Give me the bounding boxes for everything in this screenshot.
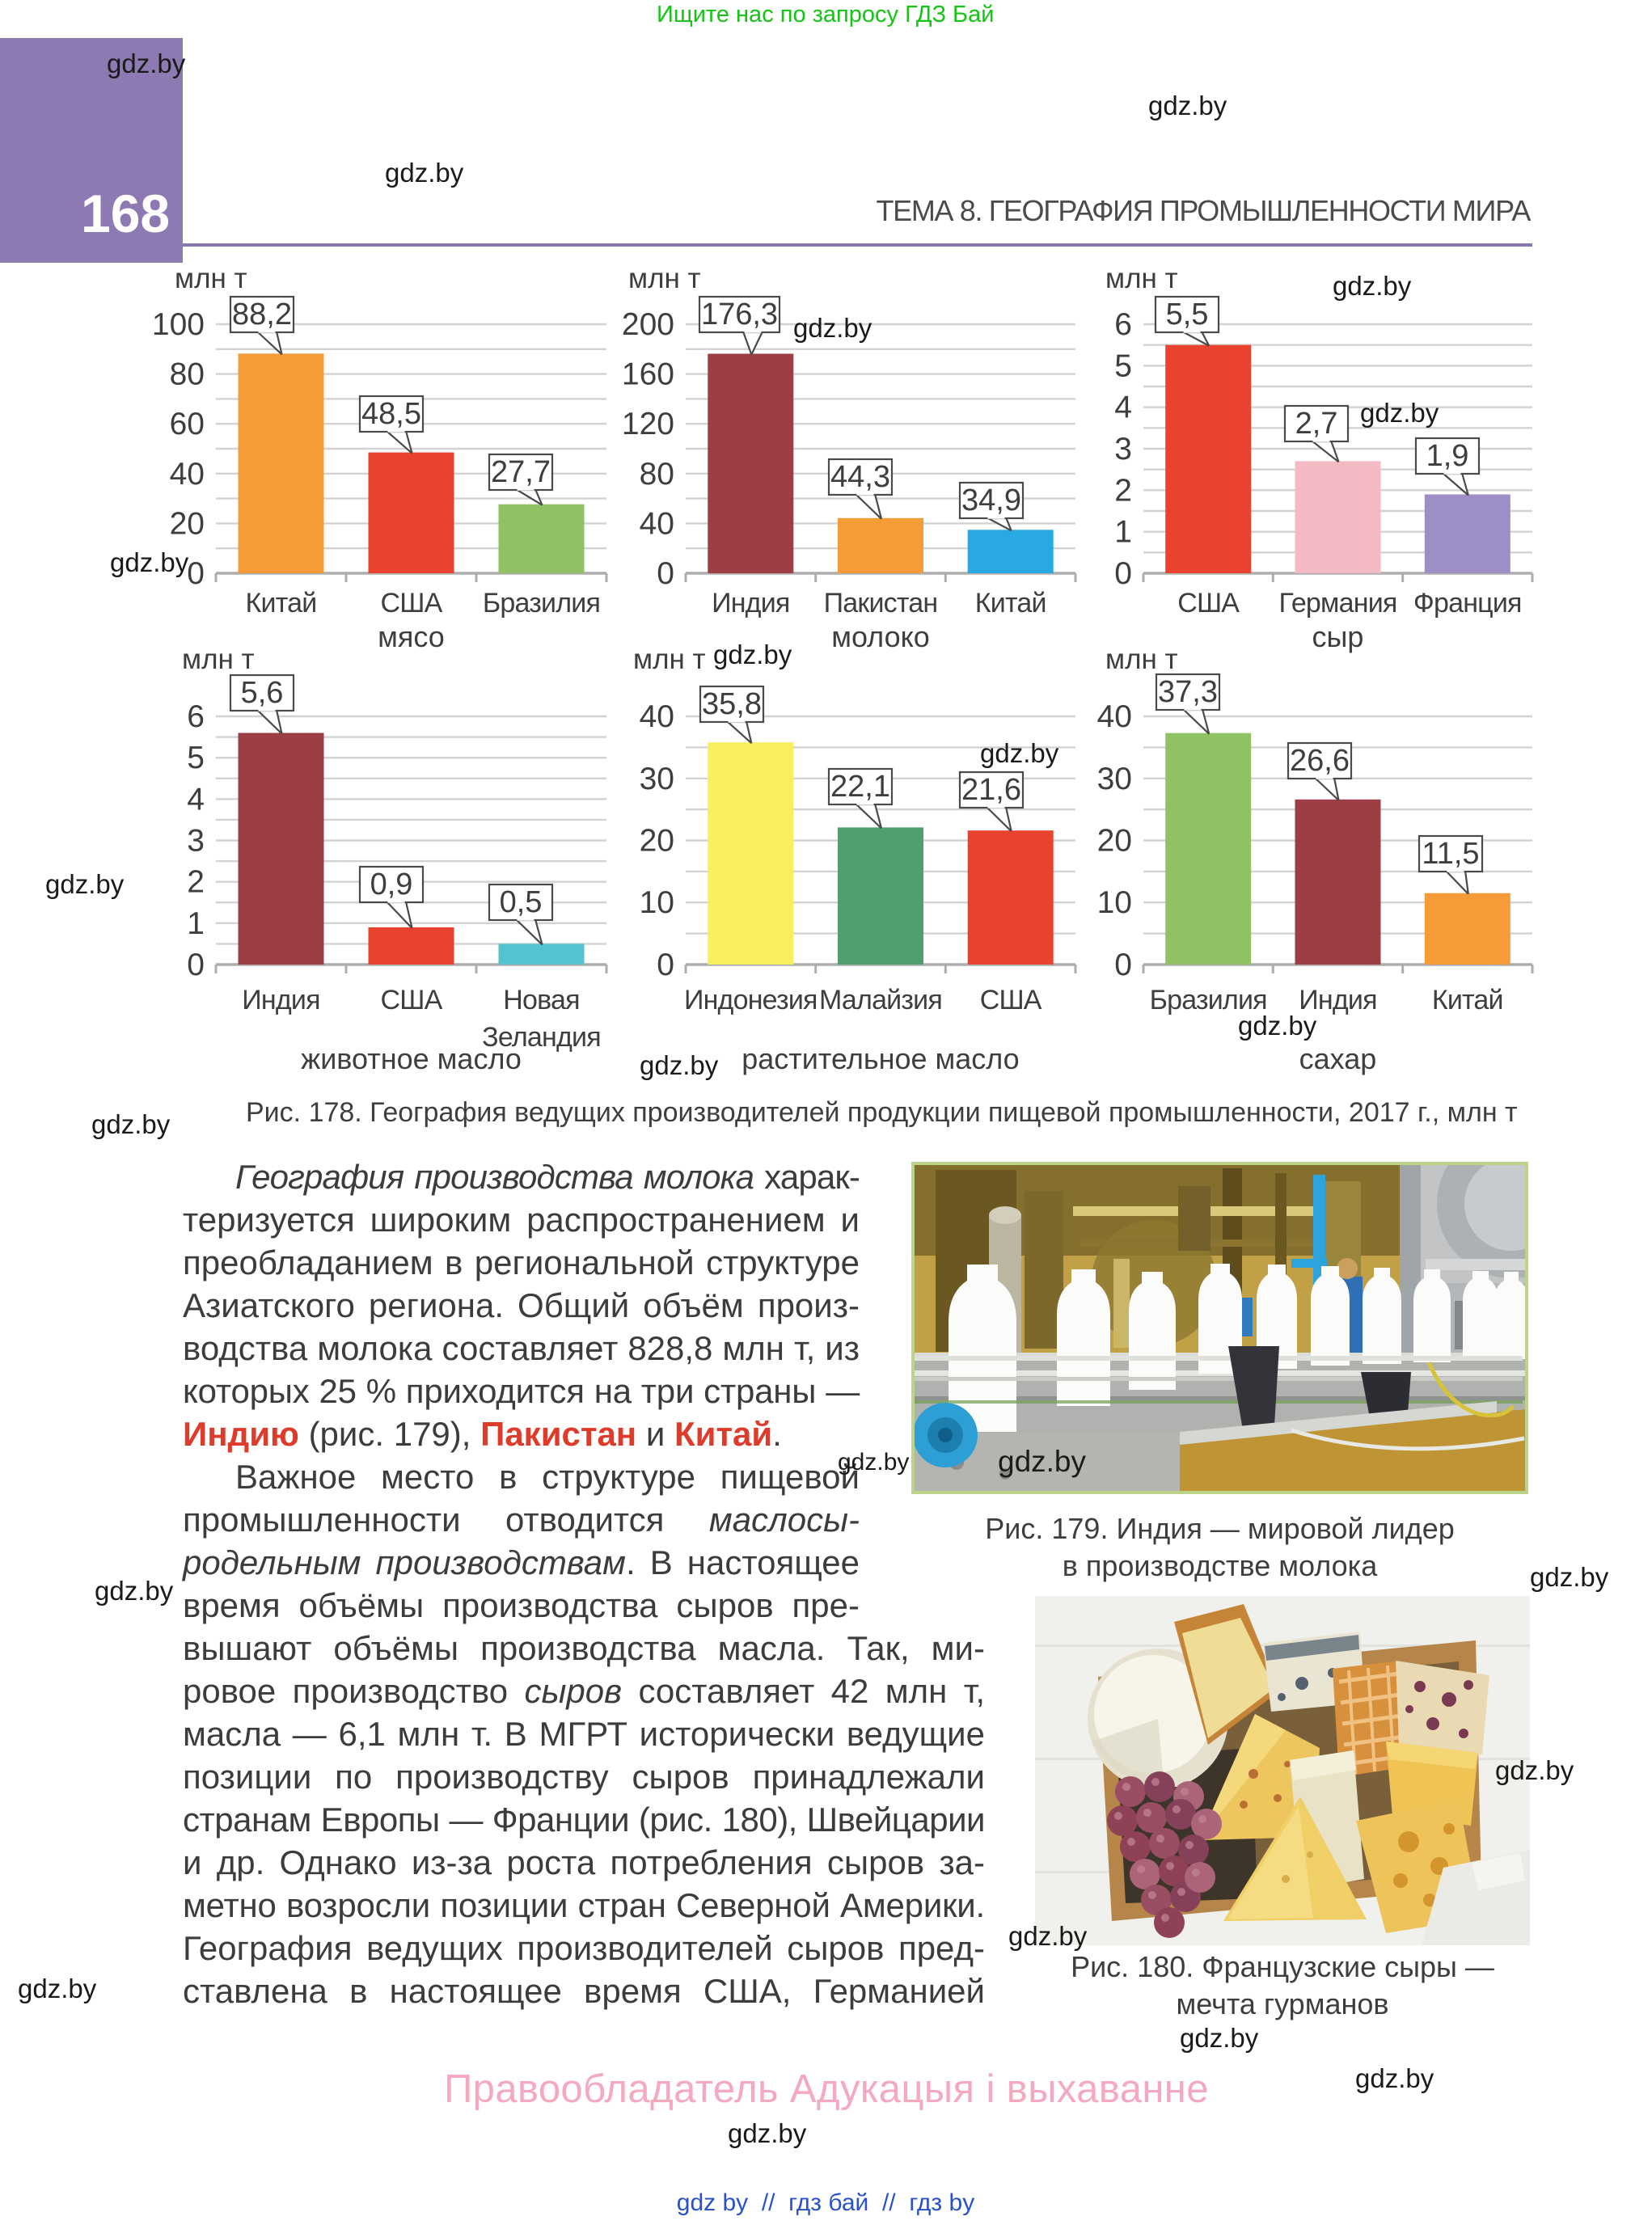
- svg-text:0,9: 0,9: [370, 868, 413, 901]
- svg-text:США: США: [980, 985, 1042, 1015]
- svg-text:Индия: Индия: [1299, 985, 1376, 1015]
- svg-text:5,6: 5,6: [241, 676, 284, 710]
- svg-text:0: 0: [657, 556, 674, 591]
- svg-text:млн т: млн т: [628, 263, 701, 294]
- svg-text:88,2: 88,2: [232, 298, 292, 331]
- svg-text:27,7: 27,7: [491, 455, 551, 489]
- svg-text:160: 160: [622, 357, 674, 392]
- svg-text:Китай: Китай: [246, 588, 317, 619]
- svg-text:30: 30: [1097, 762, 1132, 796]
- svg-text:Бразилия: Бразилия: [483, 588, 600, 619]
- svg-text:молоко: молоко: [831, 620, 930, 653]
- svg-text:0: 0: [1114, 556, 1132, 591]
- svg-text:0: 0: [1114, 948, 1132, 982]
- svg-text:44,3: 44,3: [830, 460, 890, 494]
- svg-text:20: 20: [1097, 824, 1132, 859]
- svg-text:мясо: мясо: [378, 620, 445, 653]
- svg-text:Китай: Китай: [975, 588, 1046, 619]
- svg-text:37,3: 37,3: [1158, 675, 1218, 709]
- svg-text:0: 0: [657, 948, 674, 982]
- svg-text:3: 3: [1114, 432, 1132, 467]
- svg-text:США: США: [381, 588, 443, 619]
- svg-text:22,1: 22,1: [830, 770, 890, 804]
- svg-text:80: 80: [640, 457, 674, 492]
- svg-text:2: 2: [1114, 473, 1132, 508]
- svg-text:35,8: 35,8: [702, 687, 762, 721]
- svg-text:5: 5: [187, 741, 205, 775]
- svg-text:Зеландия: Зеландия: [482, 1022, 601, 1053]
- svg-text:6: 6: [1114, 307, 1132, 342]
- svg-text:5,5: 5,5: [1166, 298, 1209, 331]
- svg-text:животное масло: животное масло: [301, 1042, 522, 1075]
- svg-text:0: 0: [187, 556, 205, 591]
- svg-text:2: 2: [187, 865, 205, 900]
- svg-text:20: 20: [170, 506, 205, 541]
- svg-text:Новая: Новая: [503, 985, 579, 1015]
- svg-text:млн т: млн т: [175, 263, 247, 294]
- svg-text:26,6: 26,6: [1290, 744, 1350, 778]
- svg-text:120: 120: [622, 407, 674, 441]
- svg-text:6: 6: [187, 699, 205, 734]
- svg-text:Индия: Индия: [242, 985, 319, 1015]
- svg-text:Бразилия: Бразилия: [1150, 985, 1267, 1015]
- svg-text:млн т: млн т: [1105, 644, 1178, 675]
- svg-text:1: 1: [1114, 515, 1132, 550]
- svg-text:5: 5: [1114, 348, 1132, 383]
- svg-text:48,5: 48,5: [361, 397, 421, 431]
- svg-text:40: 40: [640, 506, 674, 541]
- svg-text:0: 0: [187, 948, 205, 982]
- svg-text:60: 60: [170, 407, 205, 441]
- svg-text:10: 10: [1097, 885, 1132, 920]
- svg-text:1,9: 1,9: [1426, 439, 1469, 473]
- svg-text:Китай: Китай: [1432, 985, 1503, 1015]
- svg-text:Малайзия: Малайзия: [819, 985, 942, 1015]
- svg-text:4: 4: [187, 782, 205, 817]
- svg-text:21,6: 21,6: [961, 773, 1021, 807]
- svg-text:40: 40: [170, 457, 205, 492]
- svg-text:10: 10: [640, 885, 674, 920]
- svg-text:млн т: млн т: [1105, 263, 1178, 294]
- svg-text:176,3: 176,3: [701, 298, 778, 331]
- svg-text:Франция: Франция: [1413, 588, 1522, 619]
- svg-text:Индия: Индия: [712, 588, 789, 619]
- svg-text:30: 30: [640, 762, 674, 796]
- svg-text:сахар: сахар: [1299, 1042, 1377, 1075]
- svg-text:сыр: сыр: [1312, 620, 1364, 653]
- svg-text:США: США: [381, 985, 443, 1015]
- svg-text:растительное масло: растительное масло: [741, 1042, 1019, 1075]
- svg-text:Индонезия: Индонезия: [684, 985, 818, 1015]
- svg-text:40: 40: [1097, 699, 1132, 734]
- svg-text:100: 100: [152, 307, 205, 342]
- svg-text:США: США: [1177, 588, 1240, 619]
- svg-text:80: 80: [170, 357, 205, 392]
- svg-text:4: 4: [1114, 391, 1132, 425]
- svg-text:1: 1: [187, 906, 205, 941]
- svg-text:200: 200: [622, 307, 674, 342]
- svg-text:34,9: 34,9: [961, 483, 1021, 517]
- svg-text:3: 3: [187, 824, 205, 859]
- svg-text:gdz.by: gdz.by: [998, 1445, 1087, 1478]
- svg-text:11,5: 11,5: [1422, 837, 1479, 871]
- svg-text:Пакистан: Пакистан: [824, 588, 938, 619]
- svg-text:Германия: Германия: [1278, 588, 1396, 619]
- svg-text:млн т: млн т: [182, 644, 255, 675]
- svg-text:40: 40: [640, 699, 674, 734]
- svg-text:20: 20: [640, 824, 674, 859]
- svg-text:0,5: 0,5: [500, 885, 543, 919]
- svg-text:2,7: 2,7: [1295, 407, 1338, 441]
- svg-text:млн т: млн т: [633, 644, 706, 675]
